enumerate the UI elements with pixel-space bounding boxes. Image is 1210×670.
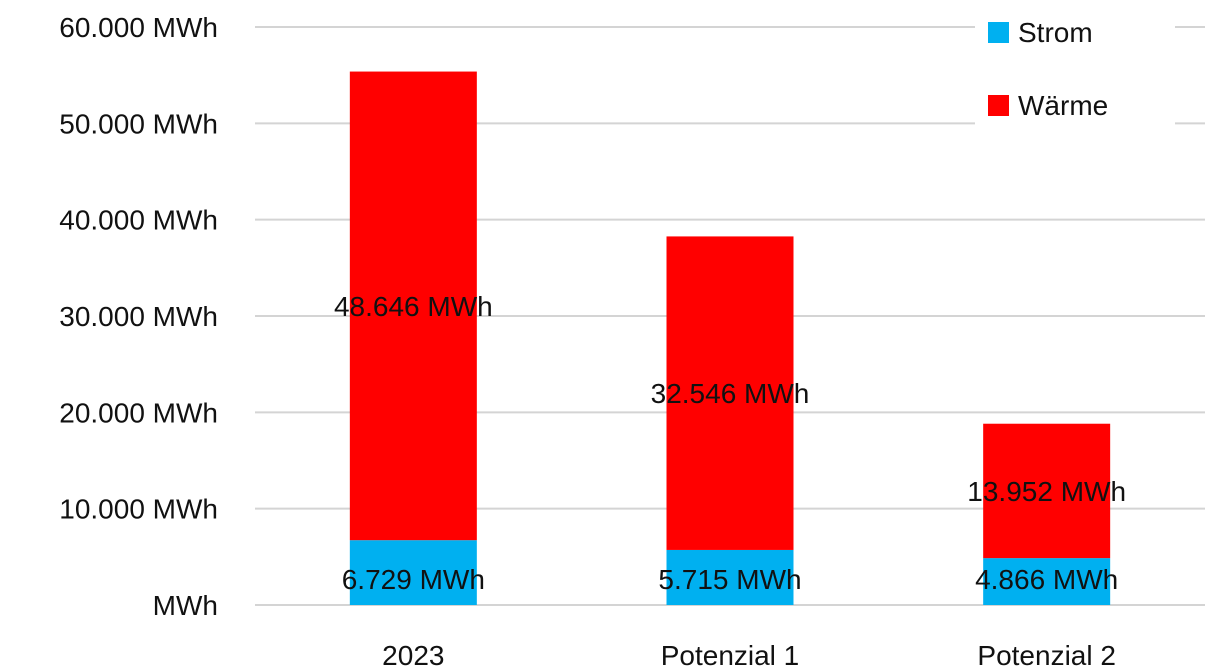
y-tick-label: 50.000 MWh — [59, 108, 218, 139]
legend: Strom Wärme — [975, 2, 1175, 130]
y-axis-tick-labels: MWh 10.000 MWh 20.000 MWh 30.000 MWh 40.000 … — [59, 12, 218, 621]
legend-label-1: Wärme — [1018, 90, 1108, 121]
bar-strom-2 — [983, 558, 1111, 605]
data-label: 13.952 MWh — [967, 476, 1126, 507]
legend-swatch-0 — [988, 22, 1009, 43]
data-label: 32.546 MWh — [651, 378, 810, 409]
x-tick-label: Potenzial 1 — [661, 640, 800, 670]
bar-wrme-0 — [349, 71, 477, 541]
bar-strom-0 — [349, 540, 477, 605]
y-tick-label: 10.000 MWh — [59, 494, 218, 525]
bars — [349, 71, 1111, 605]
x-tick-label: 2023 — [382, 640, 444, 670]
y-tick-label: 40.000 MWh — [59, 205, 218, 236]
y-tick-label: MWh — [153, 590, 218, 621]
bar-wrme-2 — [983, 423, 1111, 559]
bar-wrme-1 — [666, 236, 794, 550]
y-tick-label: 20.000 MWh — [59, 397, 218, 428]
y-tick-label: 30.000 MWh — [59, 301, 218, 332]
data-labels: 6.729 MWh 48.646 MWh 5.715 MWh 32.546 MWh 4.… — [334, 291, 1126, 595]
data-label: 4.866 MWh — [975, 564, 1118, 595]
x-tick-label: Potenzial 2 — [977, 640, 1116, 670]
x-axis-tick-labels: 2023 Potenzial 1 Potenzial 2 — [382, 640, 1116, 670]
bar-strom-1 — [666, 549, 794, 605]
legend-swatch-1 — [988, 95, 1009, 116]
data-label: 5.715 MWh — [658, 564, 801, 595]
legend-label-0: Strom — [1018, 17, 1093, 48]
data-label: 6.729 MWh — [342, 564, 485, 595]
y-tick-label: 60.000 MWh — [59, 12, 218, 43]
data-label: 48.646 MWh — [334, 291, 493, 322]
